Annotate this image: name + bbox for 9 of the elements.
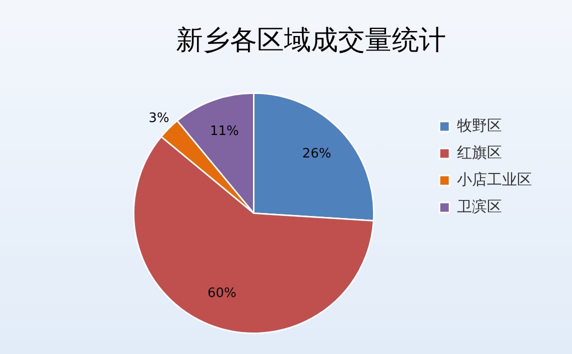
data-label: 60% <box>207 286 236 301</box>
legend-label: 小店工业区 <box>457 170 532 188</box>
data-label: 11% <box>210 124 239 140</box>
chart-title: 新乡各区域成交量统计 <box>176 25 446 56</box>
legend-label: 卫滨区 <box>457 197 502 216</box>
legend-label: 牧野区 <box>457 116 502 134</box>
data-label: 3% <box>148 110 170 126</box>
legend-label: 红旗区 <box>457 143 502 162</box>
data-label: 26% <box>302 146 332 162</box>
